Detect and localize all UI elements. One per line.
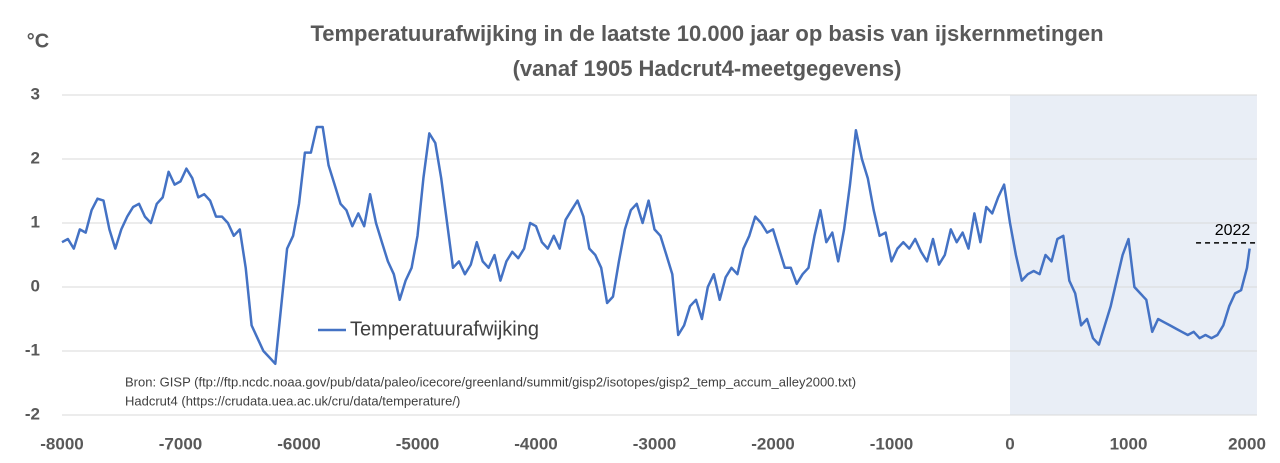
- y-tick-label: 3: [31, 84, 40, 103]
- x-tick-label: -6000: [277, 434, 320, 453]
- annotation: 2022: [1215, 222, 1251, 239]
- chart-subtitle: (vanaf 1905 Hadcrut4-meetgegevens): [513, 56, 902, 81]
- y-tick-label: -1: [25, 340, 40, 359]
- source-note: Hadcrut4 (https://crudata.uea.ac.uk/cru/…: [125, 393, 460, 408]
- x-tick-label: 2000: [1228, 434, 1266, 453]
- y-axis-label: °C: [27, 30, 49, 52]
- x-tick-label: -4000: [514, 434, 557, 453]
- x-tick-label: 1000: [1110, 434, 1148, 453]
- y-tick-label: 1: [31, 212, 40, 231]
- data-line: [61, 125, 1251, 366]
- x-tick-label: -5000: [396, 434, 439, 453]
- y-tick-label: -2: [25, 404, 40, 423]
- x-tick-label: 0: [1005, 434, 1014, 453]
- shaded-region: [1010, 95, 1257, 415]
- x-tick-label: -2000: [751, 434, 794, 453]
- legend-label: Temperatuurafwijking: [350, 318, 539, 340]
- y-tick-label: 0: [31, 276, 40, 295]
- y-tick-label: 2: [31, 148, 40, 167]
- x-tick-label: -1000: [870, 434, 913, 453]
- x-tick-label: -8000: [40, 434, 83, 453]
- x-tick-label: -3000: [633, 434, 676, 453]
- x-tick-label: -7000: [159, 434, 202, 453]
- chart-title: Temperatuurafwijking in de laatste 10.00…: [310, 21, 1103, 46]
- source-note: Bron: GISP (ftp://ftp.ncdc.noaa.gov/pub/…: [125, 374, 856, 389]
